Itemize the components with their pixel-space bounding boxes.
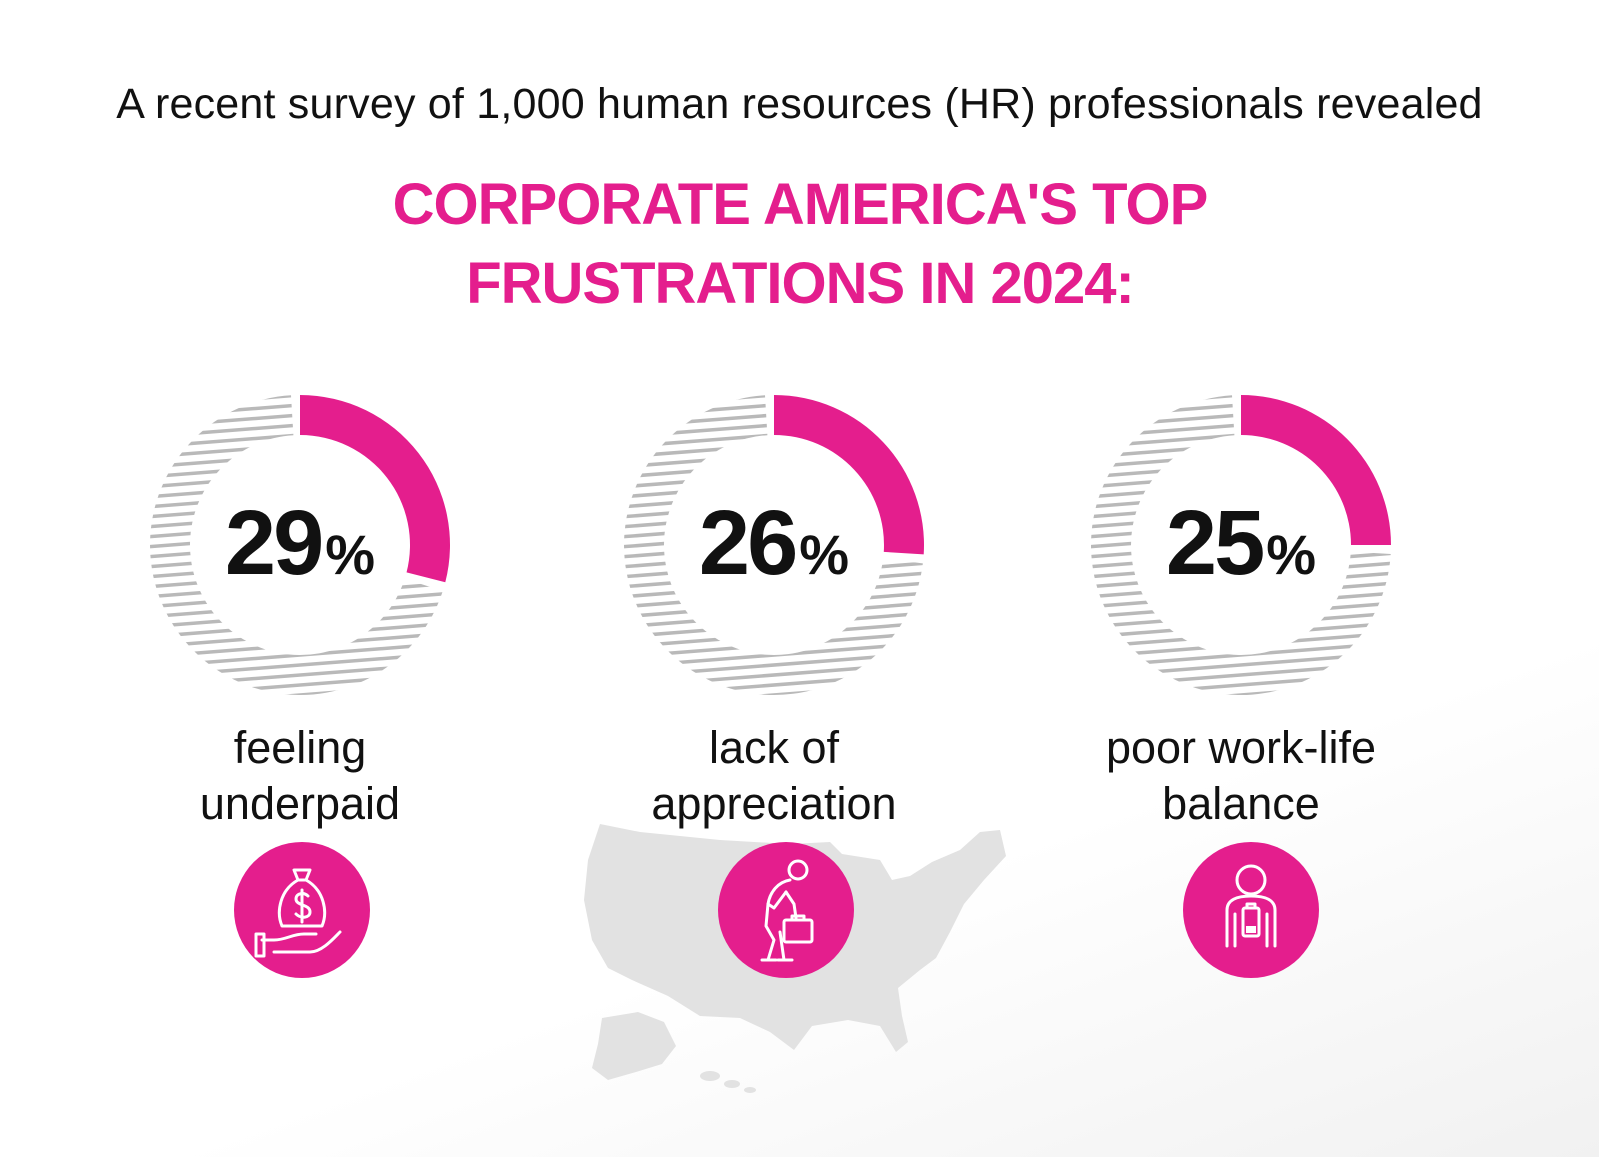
donut-svg-2: [614, 385, 934, 705]
money-bag-hand-icon: [254, 868, 342, 958]
donut-svg-3: [1081, 385, 1401, 705]
hatch-line: [1081, 701, 1401, 705]
hatch-line: [149, 689, 443, 695]
label-poor-work-life-balance: poor work-life balance: [1041, 720, 1441, 832]
hatch-line: [1091, 689, 1391, 696]
label-line-2: balance: [1162, 778, 1320, 829]
low-battery-badge: [1183, 842, 1319, 978]
donut-value-3: 25%: [1165, 492, 1317, 594]
page-title: CORPORATE AMERICA'S TOP FRUSTRATIONS IN …: [300, 165, 1300, 323]
donut-arc-1: [300, 395, 450, 583]
donut-value-1: 29%: [224, 492, 376, 594]
donut-arc-2: [774, 395, 924, 555]
person-low-battery-icon: [1225, 864, 1277, 948]
donut-arc-3: [1241, 395, 1391, 545]
donut-chart-3: 25%: [1081, 385, 1401, 705]
tired-worker-badge: [718, 842, 854, 978]
hatch-line: [614, 701, 934, 705]
label-feeling-underpaid: feeling underpaid: [100, 720, 500, 832]
hatch-line: [140, 385, 460, 389]
intro-text: A recent survey of 1,000 human resources…: [116, 80, 1483, 128]
money-bag-badge: [234, 842, 370, 978]
hatch-line: [623, 689, 923, 696]
hatch-line: [1081, 385, 1401, 389]
label-lack-of-appreciation: lack of appreciation: [574, 720, 974, 832]
hatch-line: [614, 385, 934, 389]
title-line-1: CORPORATE AMERICA'S TOP: [392, 172, 1209, 237]
tired-worker-briefcase-icon: [760, 859, 814, 962]
label-line-2: underpaid: [199, 778, 401, 829]
label-line-1: poor work-life: [1105, 722, 1377, 773]
donut-chart-2: 26%: [614, 385, 934, 705]
label-line-2: appreciation: [651, 778, 897, 829]
donut-value-2: 26%: [698, 492, 850, 594]
hatch-line: [140, 701, 460, 705]
donut-svg-1: [140, 385, 460, 705]
donut-chart-1: 29%: [140, 385, 460, 705]
label-line-1: feeling: [233, 722, 367, 773]
label-line-1: lack of: [708, 722, 840, 773]
title-line-2: FRUSTRATIONS IN 2024:: [466, 251, 1135, 316]
